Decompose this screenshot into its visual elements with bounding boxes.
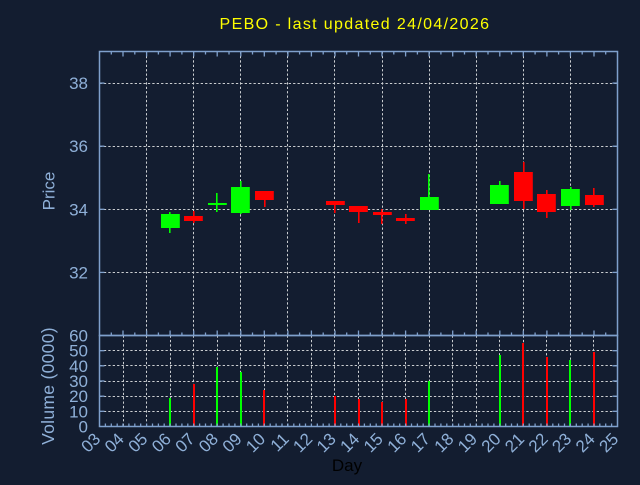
svg-text:Day: Day: [332, 456, 363, 475]
svg-text:10: 10: [69, 402, 88, 421]
svg-text:PEBO - last updated 24/04/2026: PEBO - last updated 24/04/2026: [220, 16, 491, 33]
svg-text:0: 0: [79, 418, 88, 437]
svg-text:32: 32: [69, 263, 88, 282]
svg-text:34: 34: [69, 200, 88, 219]
svg-text:38: 38: [69, 74, 88, 93]
svg-text:20: 20: [69, 387, 88, 406]
svg-text:40: 40: [69, 357, 88, 376]
svg-text:50: 50: [69, 342, 88, 361]
svg-text:30: 30: [69, 372, 88, 391]
svg-text:36: 36: [69, 137, 88, 156]
svg-text:Volume (0000): Volume (0000): [38, 327, 58, 445]
svg-text:Price: Price: [39, 172, 58, 211]
svg-text:60: 60: [69, 327, 88, 346]
